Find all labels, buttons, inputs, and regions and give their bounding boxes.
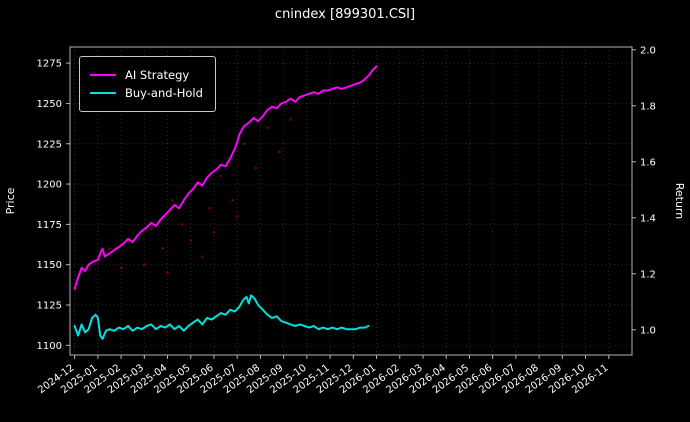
trade-marker-dot [208, 206, 211, 210]
left-axis-tick-label: 1175 [37, 220, 62, 231]
scatter-layer [108, 118, 292, 275]
trade-marker-dot [242, 142, 246, 146]
trade-marker-dot [254, 166, 258, 170]
legend-label-ai-strategy: AI Strategy [125, 68, 190, 82]
left-axis-title: Price [4, 187, 17, 214]
legend-swatch-buy-and-hold [90, 91, 116, 95]
series-line-buy-and-hold [73, 294, 370, 340]
right-axis-tick-label: 1.4 [640, 213, 656, 224]
left-axis-tick-label: 1150 [37, 260, 62, 271]
right-axis-tick-label: 1.6 [640, 157, 656, 168]
right-axis-tick-label: 1.2 [640, 269, 656, 280]
grid-layer [70, 47, 632, 355]
trade-marker-dot [108, 247, 111, 250]
trade-marker-dot [266, 126, 269, 129]
trade-marker-dot [277, 150, 281, 154]
legend-entry-ai-strategy: AI Strategy [90, 68, 203, 82]
left-axis: 1100 1125 1150 1175 1200 1225 1250 1275 [37, 59, 70, 352]
trade-marker-dot [231, 198, 234, 202]
series-line-ai-strategy [73, 65, 378, 290]
right-axis-tick-label: 1.0 [640, 325, 656, 336]
left-axis-tick-label: 1200 [37, 180, 62, 191]
trade-marker-dot [212, 231, 216, 234]
trade-marker-dot [235, 215, 239, 218]
legend-entry-buy-and-hold: Buy-and-Hold [90, 86, 203, 100]
trade-marker-dot [219, 174, 223, 178]
trade-marker-dot [166, 271, 169, 275]
left-axis-tick-label: 1125 [37, 301, 62, 312]
legend-swatch-ai-strategy [90, 73, 116, 77]
trade-marker-dot [170, 198, 174, 202]
right-axis: 1.0 1.2 1.4 1.6 1.8 2.0 [632, 45, 656, 336]
left-axis-tick-label: 1100 [37, 341, 62, 352]
right-axis-tick-label: 2.0 [640, 45, 656, 56]
trade-marker-dot [161, 247, 165, 250]
right-axis-title: Return [673, 183, 686, 220]
legend-label-buy-and-hold: Buy-and-Hold [125, 86, 203, 100]
trade-marker-dot [289, 118, 292, 121]
chart-title: cnindex [899301.CSI] [274, 7, 416, 22]
trade-marker-dot [180, 223, 183, 226]
trade-marker-dot [143, 263, 146, 266]
trade-marker-dot [189, 239, 193, 242]
trade-marker-dot [149, 227, 153, 231]
right-axis-tick-label: 1.8 [640, 101, 656, 112]
left-axis-tick-label: 1250 [37, 99, 62, 110]
left-axis-tick-label: 1225 [37, 139, 62, 150]
x-axis: 2024-122025-012025-022025-032025-042025-… [36, 355, 611, 396]
trade-marker-dot [119, 266, 123, 270]
left-axis-tick-label: 1275 [37, 59, 62, 70]
trade-marker-dot [201, 255, 204, 258]
plot-border [69, 46, 633, 356]
legend: AI Strategy Buy-and-Hold [79, 56, 216, 112]
